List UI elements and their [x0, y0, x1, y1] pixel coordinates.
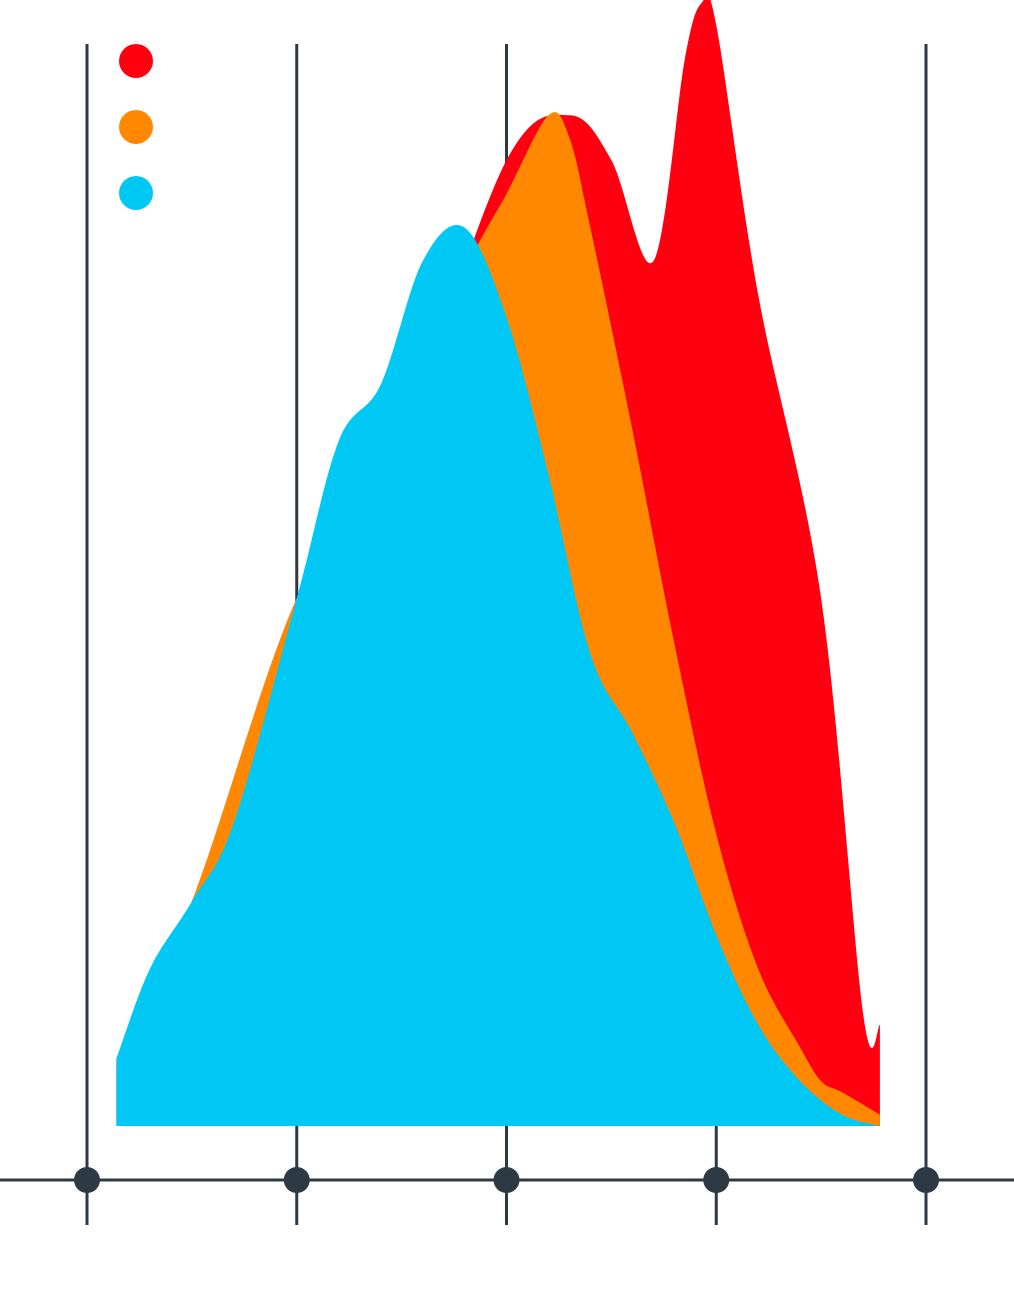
x-tick-marker-3	[703, 1167, 730, 1193]
x-tick-marker-1	[283, 1167, 310, 1193]
legend-marker-2	[119, 110, 153, 144]
x-tick-marker-2	[493, 1167, 520, 1193]
x-tick-marker-0	[74, 1167, 100, 1193]
area-series-3	[116, 224, 880, 1126]
x-axis	[0, 1167, 1014, 1193]
x-tick-marker-4	[913, 1167, 939, 1193]
legend	[119, 44, 153, 210]
legend-marker-3	[119, 176, 153, 210]
area-layer	[116, 0, 880, 1127]
legend-marker-1	[119, 44, 153, 78]
